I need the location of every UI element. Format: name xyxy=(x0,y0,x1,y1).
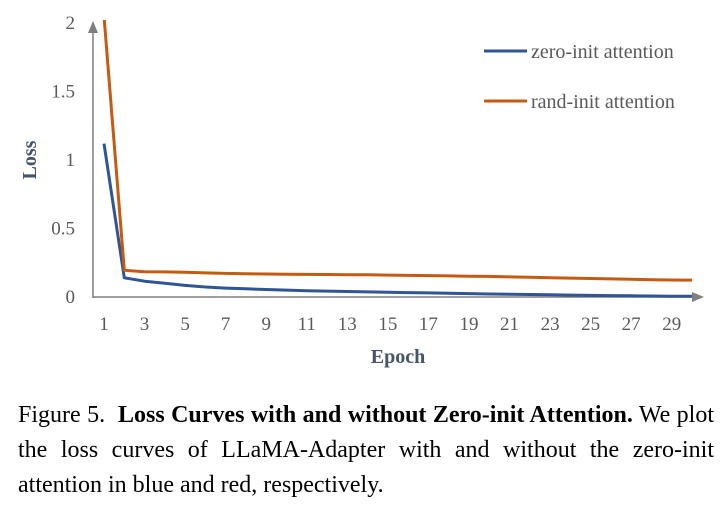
y-axis-title: Loss xyxy=(19,140,41,179)
x-tick-label: 11 xyxy=(298,314,316,335)
y-tick-label: 1.5 xyxy=(51,82,75,103)
caption-title: Loss Curves with and without Zero-init A… xyxy=(117,402,633,428)
x-tick-label: 13 xyxy=(338,314,357,335)
x-axis-title: Epoch xyxy=(371,346,425,368)
x-tick-labels: 1 3 5 7 9 11 13 15 17 19 21 23 25 27 29 xyxy=(99,314,681,335)
series-line-rand-init xyxy=(102,20,693,282)
x-tick-label: 27 xyxy=(622,314,641,335)
x-tick-label: 15 xyxy=(378,314,397,335)
y-tick-label: 2 xyxy=(66,13,76,34)
y-tick-label: 1 xyxy=(66,150,76,171)
legend-label-zero-init: zero-init attention xyxy=(531,41,674,63)
figure-caption: Figure 5. Loss Curves with and without Z… xyxy=(18,398,714,503)
caption-label: Figure 5. xyxy=(18,402,106,428)
x-tick-label: 9 xyxy=(261,314,271,335)
y-tick-label: 0.5 xyxy=(51,219,75,240)
legend: zero-init attention rand-init attention xyxy=(484,41,675,113)
x-tick-label: 1 xyxy=(99,314,109,335)
x-tick-label: 21 xyxy=(500,314,519,335)
x-tick-label: 3 xyxy=(140,314,150,335)
caption-body: We plot the loss curves of LLaMA-Adapter… xyxy=(18,402,714,498)
x-tick-label: 19 xyxy=(459,314,478,335)
x-tick-label: 23 xyxy=(541,314,560,335)
y-tick-label: 0 xyxy=(66,287,76,308)
legend-label-rand-init: rand-init attention xyxy=(531,91,675,113)
x-tick-label: 17 xyxy=(419,314,438,335)
x-tick-label: 5 xyxy=(180,314,190,335)
y-tick-labels: 0 0.5 1 1.5 2 xyxy=(51,13,75,308)
series-line-zero-init xyxy=(102,143,693,298)
x-axis-arrow-icon xyxy=(692,292,704,302)
x-tick-label: 29 xyxy=(662,314,681,335)
series-lines xyxy=(102,20,693,298)
loss-chart: 00.511.52 1 3 5 7 9 11 13 15 17 19 21 23 25 27 29 Epoc… xyxy=(19,13,704,368)
y-axis-arrow-icon xyxy=(88,21,98,33)
x-tick-label: 7 xyxy=(221,314,231,335)
x-tick-label: 25 xyxy=(581,314,600,335)
